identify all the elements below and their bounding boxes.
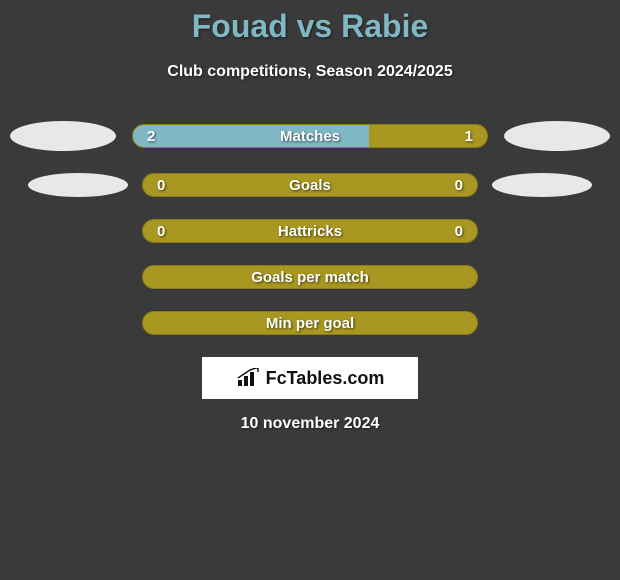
player1-marker-small bbox=[28, 173, 128, 197]
bar-mpg: Min per goal bbox=[142, 311, 478, 335]
stat-row-hattricks: 0 Hattricks 0 bbox=[8, 219, 612, 243]
subtitle: Club competitions, Season 2024/2025 bbox=[0, 63, 620, 81]
bar-value-right-goals: 0 bbox=[455, 174, 463, 196]
stat-row-mpg: Min per goal bbox=[8, 311, 612, 335]
player1-marker bbox=[10, 121, 116, 151]
bar-matches: 2 Matches 1 bbox=[132, 124, 488, 148]
date-text: 10 november 2024 bbox=[241, 415, 380, 433]
footer: FcTables.com 10 november 2024 bbox=[0, 357, 620, 433]
stat-row-goals: 0 Goals 0 bbox=[8, 173, 612, 197]
player2-marker bbox=[504, 121, 610, 151]
bar-value-right-hattricks: 0 bbox=[455, 220, 463, 242]
bar-label-mpg: Min per goal bbox=[143, 312, 477, 334]
player2-marker-small bbox=[492, 173, 592, 197]
bar-label-hattricks: Hattricks bbox=[143, 220, 477, 242]
bar-label-goals: Goals bbox=[143, 174, 477, 196]
page-title: Fouad vs Rabie bbox=[0, 8, 620, 45]
bar-chart-icon bbox=[236, 368, 262, 388]
comparison-infographic: Fouad vs Rabie Club competitions, Season… bbox=[0, 0, 620, 433]
chart-area: 2 Matches 1 0 Goals 0 0 Hattricks 0 bbox=[0, 121, 620, 335]
logo-box[interactable]: FcTables.com bbox=[202, 357, 418, 399]
logo-text: FcTables.com bbox=[266, 368, 385, 389]
bar-label-gpm: Goals per match bbox=[143, 266, 477, 288]
bar-goals: 0 Goals 0 bbox=[142, 173, 478, 197]
stat-row-gpm: Goals per match bbox=[8, 265, 612, 289]
bar-value-right-matches: 1 bbox=[465, 125, 473, 147]
bar-gpm: Goals per match bbox=[142, 265, 478, 289]
stat-row-matches: 2 Matches 1 bbox=[8, 121, 612, 151]
logo-inner: FcTables.com bbox=[236, 368, 385, 389]
bar-hattricks: 0 Hattricks 0 bbox=[142, 219, 478, 243]
bar-label-matches: Matches bbox=[133, 125, 487, 147]
